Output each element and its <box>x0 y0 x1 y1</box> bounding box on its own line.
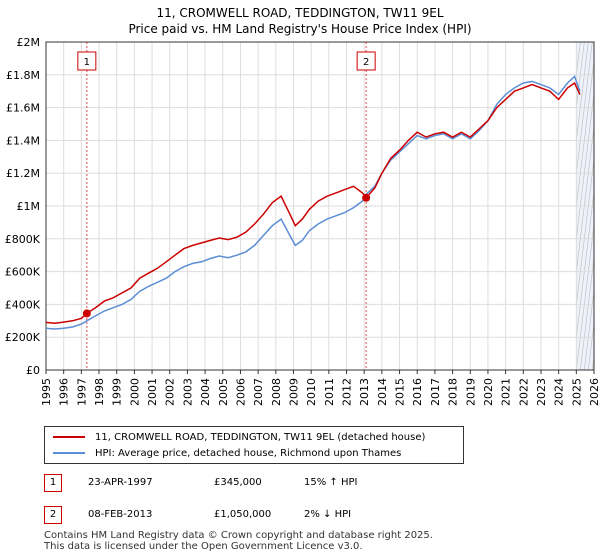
legend-item-hpi: HPI: Average price, detached house, Rich… <box>53 445 401 461</box>
sale-price: £1,050,000 <box>214 509 272 520</box>
x-tick-label: 2009 <box>287 378 300 406</box>
footer-copyright: Contains HM Land Registry data © Crown c… <box>44 530 433 541</box>
future-hatch-line <box>596 42 600 370</box>
legend-item-property: 11, CROMWELL ROAD, TEDDINGTON, TW11 9EL … <box>53 429 425 445</box>
x-tick-label: 2026 <box>588 378 600 406</box>
x-tick-label: 2006 <box>234 378 247 406</box>
legend-swatch-hpi <box>53 452 85 454</box>
sale-number-badge: 1 <box>44 474 62 492</box>
x-tick-label: 2013 <box>358 378 371 406</box>
sale-point <box>362 193 371 202</box>
future-hatch-line <box>584 288 594 370</box>
sale-point <box>82 309 91 318</box>
hpi-line <box>45 75 581 330</box>
sale-marker-box <box>356 51 376 71</box>
legend-label-property: 11, CROMWELL ROAD, TEDDINGTON, TW11 9EL … <box>95 431 426 443</box>
future-hatch-line <box>576 58 594 209</box>
sale-marker-box <box>77 51 97 71</box>
legend-label-hpi: HPI: Average price, detached house, Rich… <box>95 447 402 459</box>
x-tick-label: 2020 <box>482 378 495 406</box>
x-tick-label: 1998 <box>93 378 106 406</box>
x-tick-label: 2011 <box>323 378 336 406</box>
x-tick-label: 2010 <box>305 378 318 406</box>
x-tick-label: 2021 <box>500 378 513 406</box>
sale-hpi-diff: 15% ↑ HPI <box>304 477 358 488</box>
legend-swatch-property <box>53 436 85 438</box>
x-tick-label: 2019 <box>464 378 477 406</box>
x-tick-label: 2024 <box>553 378 566 406</box>
future-hatch-line <box>576 42 593 176</box>
y-tick-label: £1.6M <box>6 102 40 115</box>
x-tick-label: 2017 <box>429 378 442 406</box>
x-tick-label: 2003 <box>181 378 194 406</box>
x-tick-label: 2015 <box>394 378 407 406</box>
chart-title: 11, CROMWELL ROAD, TEDDINGTON, TW11 9EL <box>156 6 444 20</box>
price-chart: £0 £200K £400K £600K £800K £1M £1.2M £1.4M £1.6M… <box>5 36 600 406</box>
y-tick-label: £600K <box>5 266 41 279</box>
y-tick-label: £400K <box>5 298 41 311</box>
x-tick-label: 2025 <box>570 378 583 406</box>
x-tick-label: 2023 <box>535 378 548 406</box>
x-tick-label: 1997 <box>75 378 88 406</box>
legend: 11, CROMWELL ROAD, TEDDINGTON, TW11 9EL … <box>44 426 464 464</box>
x-tick-label: 2014 <box>376 378 389 406</box>
sale-date: 23-APR-1997 <box>88 477 153 488</box>
x-tick-label: 2022 <box>517 378 530 406</box>
y-tick-label: £1M <box>17 200 41 213</box>
x-tick-label: 2000 <box>128 378 141 406</box>
y-tick-label: £1.4M <box>6 134 40 147</box>
property-price-line <box>45 81 581 325</box>
y-tick-label: £800K <box>5 233 41 246</box>
future-hatch-line <box>576 42 585 111</box>
sale-price: £345,000 <box>214 477 262 488</box>
footer-licence: This data is licensed under the Open Gov… <box>44 541 363 552</box>
sale-row: 1 23-APR-1997 £345,000 15% ↑ HPI <box>44 474 404 494</box>
sale-marker-label: 2 <box>363 57 369 68</box>
sale-row: 2 08-FEB-2013 £1,050,000 2% ↓ HPI <box>44 506 404 526</box>
future-hatch-line <box>580 255 594 370</box>
sale-number-badge: 2 <box>44 506 62 524</box>
sale-hpi-diff: 2% ↓ HPI <box>304 509 352 520</box>
x-tick-label: 2001 <box>146 378 159 406</box>
plot-border <box>45 41 595 371</box>
x-tick-label: 1996 <box>58 378 71 406</box>
chart-subtitle: Price paid vs. HM Land Registry's House … <box>128 22 472 36</box>
x-tick-label: 2007 <box>252 378 265 406</box>
x-tick-label: 2004 <box>199 378 212 406</box>
x-tick-label: 2008 <box>270 378 283 406</box>
y-tick-label: £1.8M <box>6 69 40 82</box>
y-tick-label: £1.2M <box>6 167 40 180</box>
x-tick-label: 1999 <box>111 378 124 406</box>
x-tick-label: 2002 <box>164 378 177 406</box>
x-tick-label: 2005 <box>217 378 230 406</box>
x-tick-label: 1995 <box>40 378 53 406</box>
x-tick-label: 2018 <box>447 378 460 406</box>
x-tick-label: 2016 <box>411 378 424 406</box>
future-hatch-line <box>576 42 589 143</box>
future-hatch-line <box>576 222 594 370</box>
sale-date: 08-FEB-2013 <box>88 509 153 520</box>
sale-marker-label: 1 <box>84 57 90 68</box>
y-tick-label: £2M <box>17 36 41 49</box>
x-tick-label: 2012 <box>341 378 354 406</box>
footer: Contains HM Land Registry data © Crown c… <box>44 530 433 552</box>
y-tick-label: £200K <box>5 331 41 344</box>
y-tick-label: £0 <box>26 364 40 377</box>
